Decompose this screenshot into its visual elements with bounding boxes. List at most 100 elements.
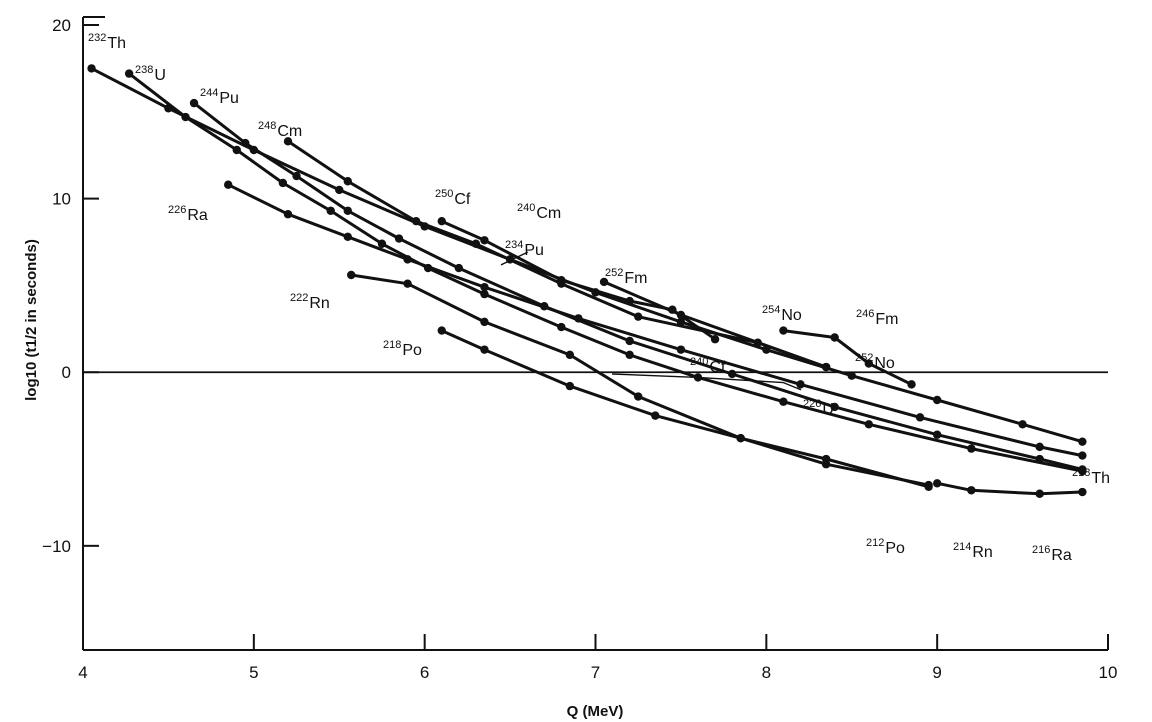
element-symbol: Fm bbox=[624, 270, 647, 287]
data-point bbox=[727, 369, 737, 379]
data-point bbox=[924, 482, 933, 492]
series-line bbox=[286, 139, 828, 369]
data-point bbox=[932, 395, 942, 405]
data-point bbox=[480, 345, 489, 354]
data-point bbox=[1078, 451, 1087, 460]
element-symbol: Fm bbox=[875, 311, 898, 328]
data-point bbox=[565, 381, 575, 391]
data-point bbox=[932, 479, 942, 488]
isotope-label: 214Rn bbox=[953, 541, 993, 561]
data-point bbox=[343, 232, 352, 242]
mass-number: 232 bbox=[88, 32, 106, 44]
data-point bbox=[278, 178, 288, 188]
data-point bbox=[710, 335, 720, 344]
data-point bbox=[283, 137, 293, 146]
y-axis-title: log10 (t1/2 in seconds) bbox=[23, 239, 40, 401]
mass-number: 218 bbox=[383, 339, 401, 351]
mass-number: 218 bbox=[1072, 467, 1090, 479]
mass-number: 226 bbox=[168, 204, 186, 216]
element-symbol: Cf bbox=[454, 191, 471, 208]
mass-number: 234 bbox=[505, 239, 523, 251]
data-point bbox=[830, 333, 839, 342]
leader-line bbox=[611, 373, 802, 391]
data-point bbox=[557, 276, 566, 285]
y-tick-label: 0 bbox=[62, 363, 71, 382]
data-point bbox=[283, 210, 293, 219]
data-series bbox=[87, 64, 1087, 498]
data-point bbox=[574, 314, 583, 323]
mass-number: 252 bbox=[605, 267, 623, 279]
data-point bbox=[625, 296, 634, 306]
data-point bbox=[480, 236, 489, 245]
isotope-label: 240Cf bbox=[690, 356, 726, 376]
isotope-label: 216Ra bbox=[1032, 544, 1072, 564]
isotope-label: 226Ra bbox=[168, 204, 208, 224]
data-point bbox=[599, 277, 609, 287]
mass-number: 248 bbox=[258, 120, 276, 132]
data-point bbox=[1035, 489, 1044, 498]
mass-number: 222 bbox=[290, 292, 308, 304]
x-tick-label: 4 bbox=[78, 663, 87, 682]
series-line bbox=[781, 329, 913, 386]
isotope-label: 246Fm bbox=[856, 308, 898, 328]
data-point bbox=[224, 180, 233, 189]
x-tick-label: 8 bbox=[762, 663, 771, 682]
data-point bbox=[676, 345, 686, 354]
y-tick-label: 20 bbox=[52, 16, 71, 35]
isotope-label: 238U bbox=[135, 64, 166, 84]
x-tick-label: 7 bbox=[591, 663, 600, 682]
data-point bbox=[821, 362, 831, 372]
series-line bbox=[90, 66, 1084, 444]
y-tick-label: −10 bbox=[42, 537, 71, 556]
data-point bbox=[967, 444, 976, 453]
data-point bbox=[821, 454, 831, 464]
isotope-label: 212Po bbox=[866, 537, 905, 557]
data-point bbox=[124, 69, 134, 78]
element-symbol: Po bbox=[402, 342, 422, 359]
data-point bbox=[437, 216, 446, 226]
mass-number: 246 bbox=[856, 308, 874, 320]
data-point bbox=[864, 420, 874, 429]
isotope-label: 234Pu bbox=[505, 239, 544, 259]
data-point bbox=[181, 112, 190, 122]
data-point bbox=[437, 326, 446, 335]
plot-frame bbox=[82, 16, 1108, 651]
data-point bbox=[625, 336, 634, 346]
data-point bbox=[377, 239, 387, 248]
data-point bbox=[1078, 437, 1087, 446]
data-point bbox=[326, 206, 335, 215]
element-symbol: Ra bbox=[187, 207, 208, 224]
x-axis-title: Q (MeV) bbox=[567, 703, 624, 720]
data-point bbox=[347, 270, 356, 280]
element-symbol: Pu bbox=[219, 90, 239, 107]
x-tick-label: 5 bbox=[249, 663, 258, 682]
element-symbol: Cf bbox=[709, 359, 726, 376]
data-point bbox=[480, 289, 489, 299]
data-point bbox=[241, 138, 250, 148]
data-point bbox=[796, 380, 805, 389]
data-point bbox=[864, 359, 874, 368]
mass-number: 252 bbox=[855, 352, 873, 364]
series-line bbox=[602, 280, 828, 369]
mass-number: 240 bbox=[517, 202, 535, 214]
element-symbol: U bbox=[822, 401, 834, 418]
isotope-label: 218Po bbox=[383, 339, 422, 359]
y-tick-label: 10 bbox=[52, 190, 71, 209]
mass-number: 214 bbox=[953, 541, 971, 553]
data-point bbox=[676, 310, 686, 320]
data-point bbox=[634, 392, 643, 401]
data-point bbox=[847, 371, 856, 380]
isotope-label: 222Rn bbox=[290, 292, 330, 312]
data-point bbox=[232, 145, 241, 155]
element-symbol: Th bbox=[1091, 470, 1110, 487]
data-point bbox=[1018, 420, 1027, 429]
leader-line bbox=[500, 251, 528, 266]
data-point bbox=[480, 317, 489, 327]
data-point bbox=[1035, 442, 1044, 452]
data-point bbox=[779, 397, 788, 406]
mass-number: 216 bbox=[1032, 544, 1050, 556]
data-point bbox=[343, 177, 352, 186]
data-point bbox=[411, 216, 421, 226]
data-point bbox=[292, 171, 301, 181]
